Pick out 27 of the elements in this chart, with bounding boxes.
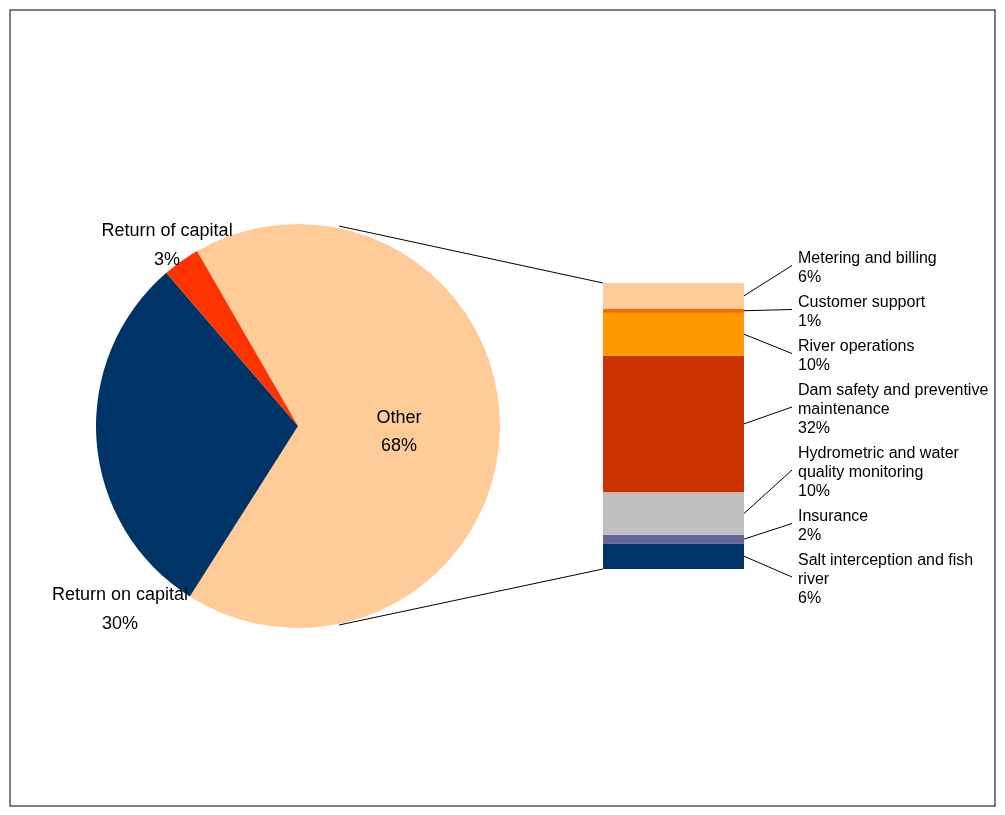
data-label: 30% <box>101 612 139 633</box>
data-label: 32% <box>798 418 831 436</box>
text: Salt interception and fish river <box>798 550 974 587</box>
bar <box>603 543 744 569</box>
bar <box>603 283 744 309</box>
text: Customer support <box>798 292 926 310</box>
text: Hydrometric and water quality monitoring <box>798 443 960 480</box>
data-label: 6% <box>798 267 822 285</box>
data-label: 10% <box>798 355 831 373</box>
text: River operations <box>798 336 915 354</box>
text: Insurance <box>798 506 869 524</box>
data-label: 2% <box>798 525 822 543</box>
slice-label: Other <box>376 406 422 427</box>
slice-label: Return of capital <box>101 220 233 241</box>
data-label: 1% <box>798 311 822 329</box>
bar <box>603 308 744 313</box>
data-label: 6% <box>798 588 822 606</box>
slice-label: Return on capital <box>51 583 189 604</box>
data-label: 68% <box>380 435 417 456</box>
bar <box>603 492 744 535</box>
bar <box>603 534 744 544</box>
data-label: 3% <box>154 248 181 269</box>
bar <box>603 312 744 356</box>
text: Dam safety and preventive maintenance <box>798 380 989 417</box>
bar <box>603 355 744 493</box>
data-label: 10% <box>798 481 831 499</box>
text: Metering and billing <box>798 248 937 266</box>
